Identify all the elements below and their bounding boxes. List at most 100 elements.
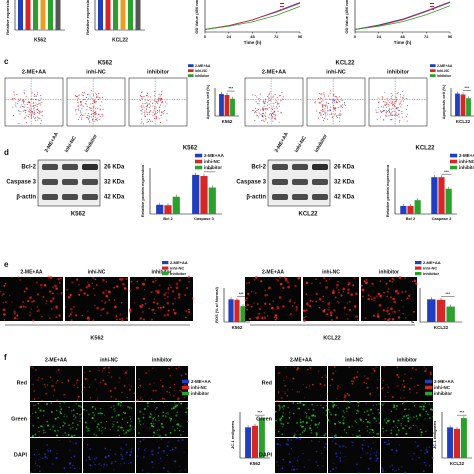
ros-cell: [295, 306, 298, 309]
flow-dot: [323, 117, 325, 119]
fluor-cell: [415, 368, 417, 371]
fluor-cell: [75, 428, 78, 430]
fluor-cell: [298, 407, 301, 410]
flow-dot: [98, 93, 100, 95]
flow-dot: [32, 116, 34, 118]
fluor-cell: [297, 366, 300, 370]
flow-dot: [381, 111, 383, 113]
flow-dot: [148, 103, 150, 105]
ros-cell: [397, 316, 401, 319]
flow-dot: [318, 101, 320, 103]
fluor-cell: [110, 395, 113, 398]
ros-cell: [274, 314, 278, 317]
fluor-cell: [78, 365, 80, 367]
ros-cell: [162, 306, 165, 309]
fluor-cell: [161, 425, 164, 428]
fluor-cell: [343, 416, 346, 419]
flow-dot: [388, 105, 390, 107]
ros-cell: [48, 290, 52, 293]
flow-dot: [263, 108, 265, 110]
flow-dot: [322, 111, 324, 113]
fluor-cell: [149, 415, 152, 418]
ros-cell: [155, 280, 157, 282]
fluor-cell: [165, 412, 167, 414]
fluor-cell: [72, 434, 75, 437]
ros-cell: [310, 282, 313, 285]
flow-dot: [254, 94, 256, 96]
fluor-cell: [169, 420, 172, 422]
flow-dot: [375, 109, 377, 111]
ros-cell: [128, 309, 132, 313]
flow-dot: [147, 121, 149, 123]
fluor-cell: [308, 427, 312, 430]
y-axis-label: ROS (% of Normal): [214, 286, 219, 322]
flow-dot: [36, 91, 38, 93]
flow-dot: [144, 113, 146, 115]
fluor-cell: [424, 402, 427, 404]
flow-dot: [269, 91, 271, 93]
fluor-cell: [413, 385, 416, 388]
flow-dot: [142, 123, 144, 125]
flow-dot: [273, 111, 275, 113]
fluor-cell: [85, 409, 88, 412]
fluor-cell: [358, 429, 361, 432]
flow-dot: [273, 113, 275, 115]
flow-dot: [263, 102, 265, 104]
ros-cell: [388, 312, 391, 315]
flow-dot: [275, 100, 277, 102]
flow-dot: [271, 118, 273, 120]
ros-cell: [102, 291, 105, 295]
ros-cell: [322, 309, 326, 313]
ros-cell: [410, 294, 412, 296]
fluor-cell: [64, 413, 66, 415]
fluor-cell: [308, 459, 310, 461]
flow-dot: [264, 108, 266, 110]
fluor-cell: [34, 462, 37, 465]
blot-band: [272, 179, 288, 185]
ros-cell: [395, 276, 398, 278]
flow-dot: [375, 111, 377, 113]
flow-dot: [22, 100, 24, 102]
x-tick-label: 96: [298, 34, 303, 39]
flow-dot: [141, 121, 143, 123]
fluor-cell: [276, 400, 278, 402]
fluor-cell: [169, 432, 172, 434]
fluor-cell: [326, 448, 328, 450]
fluor-cell: [77, 404, 80, 407]
fluor-cell: [49, 376, 52, 379]
fluor-cell: [287, 422, 289, 425]
fluor-cell: [137, 417, 140, 420]
flow-dot: [265, 108, 267, 110]
fluor-cell: [87, 427, 90, 430]
ros-cell: [186, 287, 188, 289]
fluor-cell: [46, 444, 49, 446]
fluor-cell: [56, 380, 58, 383]
fluor-cell: [46, 403, 49, 405]
fluor-cell: [176, 411, 178, 413]
flow-dot: [340, 98, 342, 100]
flow-dot: [333, 99, 335, 101]
fluor-cell: [73, 418, 75, 421]
flow-dot: [385, 115, 387, 117]
fluor-cell: [390, 410, 393, 412]
flow-dot: [339, 112, 341, 114]
ros-cell: [382, 309, 385, 312]
flow-dot: [83, 114, 85, 116]
fluor-cell: [295, 421, 299, 424]
ros-cell: [113, 299, 116, 301]
fluor-cell: [322, 406, 325, 409]
fluor-cell: [73, 414, 76, 417]
fluor-cell: [387, 386, 390, 389]
fluor-cell: [33, 453, 36, 456]
fluor-cell: [39, 465, 41, 467]
line-series: [354, 5, 451, 30]
bar: [466, 98, 471, 116]
flow-dot: [145, 102, 147, 104]
fluor-cell: [171, 366, 173, 368]
blot-band: [82, 179, 98, 185]
flow-dot: [90, 90, 92, 92]
fluor-cell: [396, 385, 398, 387]
flow-dot: [254, 112, 256, 114]
flow-dot: [78, 119, 80, 121]
ros-cell: [69, 313, 72, 316]
